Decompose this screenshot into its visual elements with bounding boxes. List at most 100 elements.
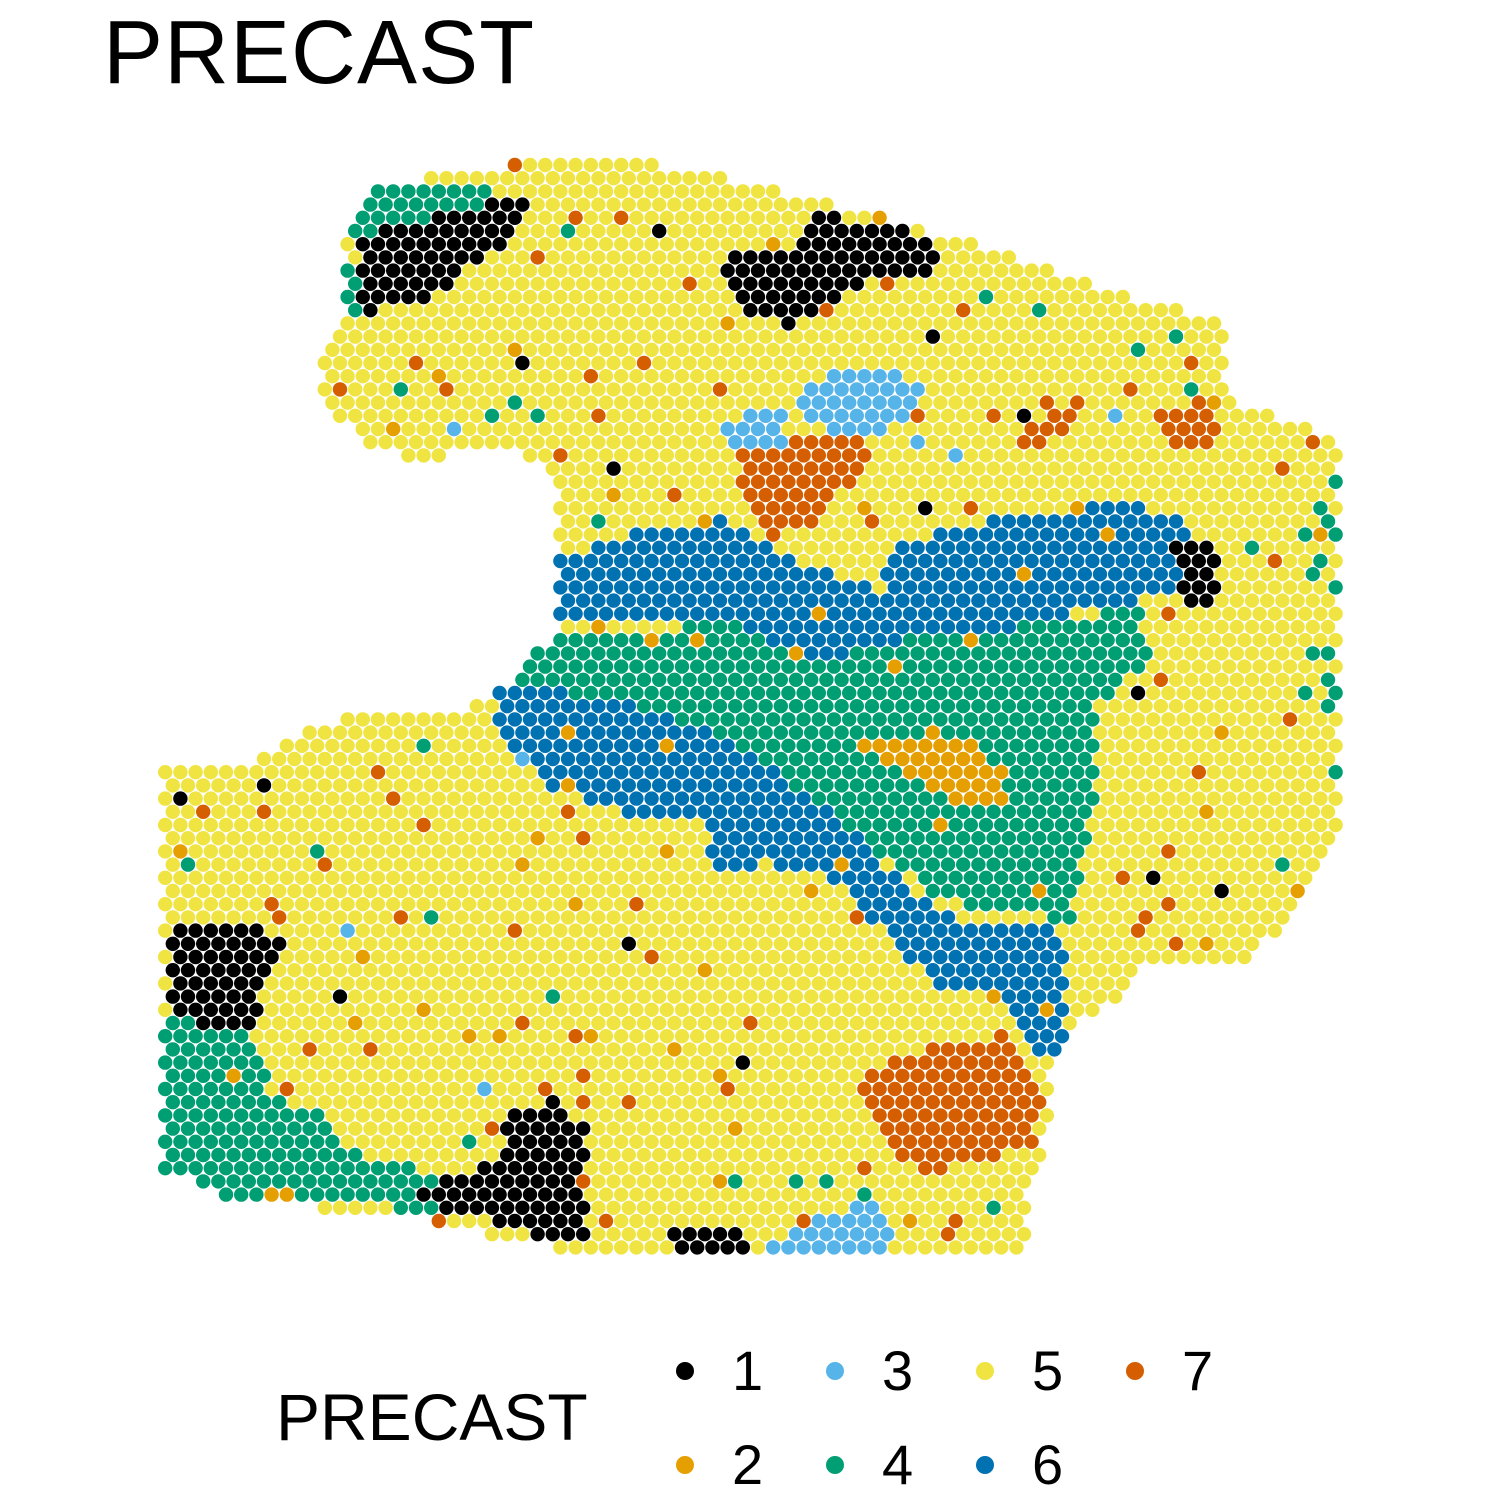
spot-cluster-5 bbox=[530, 963, 545, 978]
spot-cluster-5 bbox=[690, 474, 705, 489]
spot-cluster-5 bbox=[1168, 725, 1184, 740]
spot-cluster-5 bbox=[788, 1015, 804, 1031]
spot-cluster-5 bbox=[1054, 923, 1070, 938]
spot-cluster-5 bbox=[598, 263, 614, 278]
spot-cluster-5 bbox=[682, 1147, 697, 1163]
spot-cluster-3 bbox=[849, 408, 864, 423]
spot-cluster-5 bbox=[720, 949, 735, 965]
spot-cluster-5 bbox=[834, 1042, 849, 1057]
spot-cluster-5 bbox=[614, 1002, 629, 1017]
spot-cluster-5 bbox=[1138, 672, 1153, 687]
spot-cluster-2 bbox=[902, 1213, 918, 1229]
spot-cluster-5 bbox=[484, 303, 500, 318]
spot-cluster-5 bbox=[256, 751, 272, 767]
spot-cluster-3 bbox=[895, 408, 910, 423]
spot-cluster-6 bbox=[1001, 514, 1016, 529]
spot-cluster-5 bbox=[1244, 778, 1260, 793]
spot-cluster-6 bbox=[910, 540, 925, 555]
spot-cluster-5 bbox=[621, 355, 636, 371]
spot-cluster-5 bbox=[644, 976, 659, 991]
spot-cluster-5 bbox=[1092, 382, 1108, 397]
spot-cluster-6 bbox=[743, 857, 758, 872]
spot-cluster-6 bbox=[568, 606, 583, 621]
spot-cluster-6 bbox=[819, 857, 834, 872]
spot-cluster-5 bbox=[948, 369, 963, 384]
spot-cluster-4 bbox=[887, 791, 902, 806]
spot-cluster-6 bbox=[948, 976, 963, 991]
spot-cluster-5 bbox=[1039, 448, 1055, 463]
spot-cluster-5 bbox=[636, 408, 652, 423]
spot-cluster-5 bbox=[1320, 831, 1336, 846]
spot-cluster-5 bbox=[948, 1240, 963, 1255]
spot-cluster-5 bbox=[674, 897, 690, 912]
spot-cluster-5 bbox=[477, 870, 492, 885]
spot-cluster-4 bbox=[796, 712, 811, 727]
spot-cluster-5 bbox=[895, 963, 910, 978]
spot-cluster-6 bbox=[500, 725, 515, 740]
spot-cluster-6 bbox=[697, 540, 712, 555]
spot-cluster-4 bbox=[1062, 619, 1077, 635]
spot-cluster-6 bbox=[530, 751, 545, 767]
spot-cluster-6 bbox=[811, 580, 826, 595]
spot-cluster-6 bbox=[1161, 580, 1176, 595]
spot-cluster-5 bbox=[811, 897, 826, 912]
spot-cluster-4 bbox=[1115, 633, 1131, 648]
spot-cluster-4 bbox=[241, 1042, 256, 1057]
spot-cluster-5 bbox=[728, 1095, 743, 1110]
spot-cluster-5 bbox=[644, 501, 659, 516]
spot-cluster-5 bbox=[583, 501, 598, 516]
spot-cluster-4 bbox=[834, 778, 849, 793]
spot-cluster-1 bbox=[811, 210, 826, 225]
spot-cluster-5 bbox=[636, 382, 652, 397]
spot-cluster-5 bbox=[834, 1068, 849, 1084]
spot-cluster-5 bbox=[1282, 659, 1298, 674]
spot-cluster-5 bbox=[788, 408, 804, 423]
spot-cluster-5 bbox=[1184, 910, 1199, 925]
spot-cluster-4 bbox=[218, 1055, 234, 1070]
spot-cluster-5 bbox=[644, 369, 659, 384]
spot-cluster-6 bbox=[1039, 606, 1055, 621]
spot-cluster-7 bbox=[986, 1121, 1001, 1136]
spot-cluster-5 bbox=[781, 1213, 796, 1229]
spot-cluster-5 bbox=[986, 1015, 1001, 1031]
spot-cluster-5 bbox=[188, 817, 203, 833]
spot-cluster-5 bbox=[408, 329, 424, 344]
spot-cluster-5 bbox=[386, 1081, 401, 1097]
spot-cluster-5 bbox=[1237, 712, 1252, 727]
spot-cluster-5 bbox=[332, 778, 348, 793]
spot-cluster-5 bbox=[1184, 619, 1199, 635]
spot-cluster-6 bbox=[1115, 527, 1131, 542]
spot-cluster-5 bbox=[1214, 804, 1229, 819]
spot-cluster-4 bbox=[348, 1174, 363, 1189]
spot-cluster-6 bbox=[667, 751, 682, 767]
spot-cluster-5 bbox=[659, 1029, 674, 1044]
spot-cluster-5 bbox=[636, 250, 652, 265]
spot-cluster-1 bbox=[439, 1174, 454, 1189]
spot-cluster-5 bbox=[659, 817, 674, 833]
spot-cluster-5 bbox=[872, 1029, 887, 1044]
spot-cluster-5 bbox=[674, 369, 690, 384]
spot-cluster-6 bbox=[743, 751, 758, 767]
spot-cluster-5 bbox=[667, 936, 682, 951]
spot-cluster-6 bbox=[826, 870, 842, 885]
spot-cluster-4 bbox=[462, 1134, 477, 1150]
spot-cluster-5 bbox=[788, 1147, 804, 1163]
spot-cluster-4 bbox=[196, 1147, 211, 1163]
spot-cluster-7 bbox=[1191, 765, 1207, 780]
spot-cluster-5 bbox=[758, 910, 773, 925]
spot-cluster-5 bbox=[355, 1108, 370, 1123]
spot-cluster-6 bbox=[712, 804, 728, 819]
spot-cluster-6 bbox=[918, 897, 933, 912]
spot-cluster-5 bbox=[720, 1187, 735, 1202]
spot-cluster-5 bbox=[1085, 395, 1100, 410]
spot-cluster-5 bbox=[1009, 1161, 1024, 1176]
spot-cluster-5 bbox=[796, 342, 811, 357]
spot-cluster-5 bbox=[530, 1095, 545, 1110]
spot-cluster-5 bbox=[165, 910, 180, 925]
spot-cluster-6 bbox=[728, 593, 743, 608]
spot-cluster-5 bbox=[1092, 857, 1108, 872]
spot-cluster-2 bbox=[1206, 395, 1222, 410]
spot-cluster-5 bbox=[933, 263, 948, 278]
spot-cluster-6 bbox=[1024, 606, 1039, 621]
spot-cluster-5 bbox=[355, 712, 370, 727]
